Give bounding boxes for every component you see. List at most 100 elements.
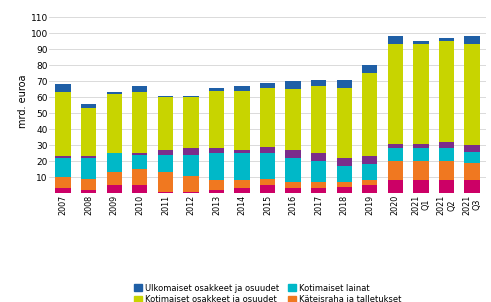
Bar	[285, 150, 301, 158]
Bar	[464, 163, 480, 181]
Bar	[285, 89, 301, 150]
Bar	[285, 188, 301, 193]
Bar	[234, 150, 250, 153]
Y-axis label: mrd. euroa: mrd. euroa	[18, 74, 27, 128]
Bar	[464, 152, 480, 163]
Bar	[413, 148, 429, 161]
Bar	[183, 97, 198, 148]
Bar	[107, 185, 122, 193]
Bar	[260, 88, 275, 147]
Legend: Ulkomaiset osakkeet ja osuudet, Kotimaiset osakkeet ja osuudet, Ulkomaiset laina: Ulkomaiset osakkeet ja osuudet, Kotimais…	[131, 280, 405, 302]
Bar	[362, 65, 378, 73]
Bar	[158, 155, 173, 172]
Bar	[388, 161, 403, 181]
Bar	[439, 142, 454, 148]
Bar	[439, 38, 454, 41]
Bar	[209, 148, 224, 153]
Bar	[362, 181, 378, 185]
Bar	[132, 86, 147, 92]
Bar	[464, 36, 480, 44]
Bar	[132, 92, 147, 153]
Bar	[55, 158, 71, 177]
Bar	[81, 190, 96, 193]
Bar	[311, 86, 327, 153]
Bar	[464, 145, 480, 152]
Bar	[183, 148, 198, 155]
Bar	[311, 153, 327, 161]
Bar	[81, 179, 96, 190]
Bar	[311, 182, 327, 188]
Bar	[464, 44, 480, 145]
Bar	[439, 181, 454, 193]
Bar	[55, 84, 71, 92]
Bar	[311, 79, 327, 86]
Bar	[183, 192, 198, 193]
Bar	[234, 153, 250, 181]
Bar	[132, 169, 147, 185]
Bar	[285, 182, 301, 188]
Bar	[260, 179, 275, 185]
Bar	[158, 150, 173, 155]
Bar	[158, 97, 173, 150]
Bar	[107, 94, 122, 153]
Bar	[260, 153, 275, 179]
Bar	[337, 187, 352, 193]
Bar	[464, 181, 480, 193]
Bar	[107, 153, 122, 172]
Bar	[413, 41, 429, 44]
Bar	[413, 144, 429, 148]
Bar	[209, 88, 224, 91]
Bar	[209, 190, 224, 193]
Bar	[413, 181, 429, 193]
Bar	[158, 172, 173, 192]
Bar	[209, 91, 224, 148]
Bar	[55, 177, 71, 188]
Bar	[362, 185, 378, 193]
Bar	[362, 165, 378, 181]
Bar	[388, 36, 403, 44]
Bar	[439, 41, 454, 142]
Bar	[337, 79, 352, 88]
Bar	[337, 182, 352, 187]
Bar	[388, 144, 403, 148]
Bar	[388, 181, 403, 193]
Bar	[413, 161, 429, 181]
Bar	[413, 44, 429, 144]
Bar	[260, 185, 275, 193]
Bar	[337, 88, 352, 158]
Bar	[311, 161, 327, 182]
Bar	[132, 153, 147, 155]
Bar	[234, 86, 250, 91]
Bar	[388, 148, 403, 161]
Bar	[234, 181, 250, 188]
Bar	[55, 156, 71, 158]
Bar	[81, 108, 96, 156]
Bar	[183, 95, 198, 97]
Bar	[285, 158, 301, 182]
Bar	[81, 158, 96, 179]
Bar	[132, 155, 147, 169]
Bar	[234, 91, 250, 150]
Bar	[260, 83, 275, 88]
Bar	[81, 104, 96, 108]
Bar	[158, 95, 173, 97]
Bar	[260, 147, 275, 153]
Bar	[234, 188, 250, 193]
Bar	[388, 44, 403, 144]
Bar	[107, 92, 122, 94]
Bar	[439, 148, 454, 161]
Bar	[362, 73, 378, 156]
Bar	[132, 185, 147, 193]
Bar	[285, 81, 301, 89]
Bar	[55, 188, 71, 193]
Bar	[337, 166, 352, 182]
Bar	[81, 156, 96, 158]
Bar	[439, 161, 454, 181]
Bar	[183, 176, 198, 192]
Bar	[209, 181, 224, 190]
Bar	[183, 155, 198, 176]
Bar	[362, 156, 378, 165]
Bar	[209, 153, 224, 181]
Bar	[55, 92, 71, 156]
Bar	[337, 158, 352, 166]
